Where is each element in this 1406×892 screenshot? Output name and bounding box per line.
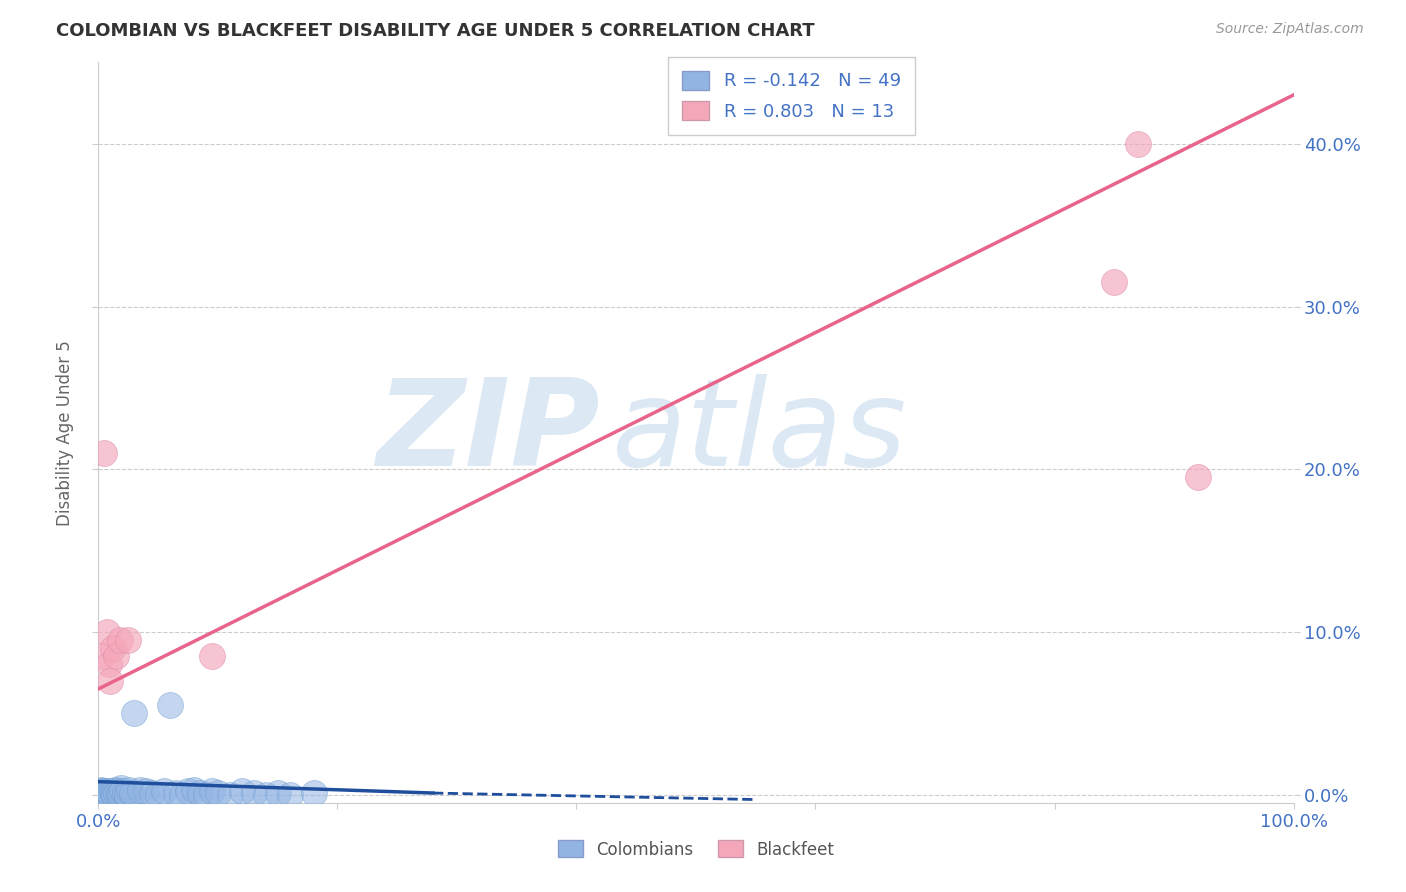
Point bbox=[91, 788, 114, 802]
Point bbox=[108, 786, 131, 800]
Point bbox=[201, 649, 224, 664]
Point bbox=[98, 786, 121, 800]
Point bbox=[1128, 136, 1150, 151]
Point bbox=[278, 788, 301, 802]
Point bbox=[118, 782, 141, 797]
Point bbox=[98, 673, 122, 688]
Point bbox=[159, 698, 181, 713]
Point bbox=[93, 446, 115, 460]
Point bbox=[165, 786, 187, 800]
Point bbox=[97, 784, 120, 798]
Point bbox=[91, 786, 114, 800]
Text: Source: ZipAtlas.com: Source: ZipAtlas.com bbox=[1216, 22, 1364, 37]
Point bbox=[1104, 275, 1126, 289]
Point bbox=[91, 784, 114, 798]
Point bbox=[100, 784, 122, 798]
Text: atlas: atlas bbox=[613, 374, 908, 491]
Point bbox=[107, 788, 129, 802]
Point bbox=[91, 649, 114, 664]
Point bbox=[89, 788, 111, 802]
Point bbox=[153, 784, 176, 798]
Point bbox=[105, 649, 128, 664]
Point bbox=[243, 786, 266, 800]
Point bbox=[188, 786, 211, 800]
Point bbox=[101, 641, 124, 656]
Point bbox=[254, 788, 277, 802]
Point bbox=[302, 786, 325, 800]
Point bbox=[141, 786, 163, 800]
Point bbox=[1187, 470, 1209, 484]
Point bbox=[117, 633, 139, 648]
Point bbox=[207, 786, 229, 800]
Text: ZIP: ZIP bbox=[377, 374, 600, 491]
Point bbox=[104, 782, 127, 797]
Point bbox=[90, 782, 112, 797]
Point bbox=[93, 784, 115, 798]
Point bbox=[172, 788, 194, 802]
Point bbox=[148, 788, 170, 802]
Point bbox=[231, 784, 253, 798]
Point bbox=[114, 786, 136, 800]
Point bbox=[124, 706, 146, 721]
Point bbox=[93, 788, 115, 802]
Point bbox=[183, 782, 205, 797]
Point bbox=[98, 788, 122, 802]
Point bbox=[96, 624, 118, 639]
Point bbox=[107, 784, 129, 798]
Point bbox=[96, 788, 118, 802]
Point bbox=[219, 788, 242, 802]
Point bbox=[115, 788, 138, 802]
Point bbox=[103, 788, 125, 802]
Legend: Colombians, Blackfeet: Colombians, Blackfeet bbox=[547, 830, 845, 869]
Point bbox=[101, 786, 124, 800]
Point bbox=[121, 786, 143, 800]
Point bbox=[177, 784, 200, 798]
Point bbox=[201, 784, 224, 798]
Point bbox=[111, 784, 134, 798]
Text: COLOMBIAN VS BLACKFEET DISABILITY AGE UNDER 5 CORRELATION CHART: COLOMBIAN VS BLACKFEET DISABILITY AGE UN… bbox=[56, 22, 815, 40]
Point bbox=[90, 786, 112, 800]
Point bbox=[195, 788, 218, 802]
Y-axis label: Disability Age Under 5: Disability Age Under 5 bbox=[56, 340, 75, 525]
Point bbox=[135, 784, 157, 798]
Point bbox=[105, 786, 128, 800]
Point bbox=[108, 633, 131, 648]
Point bbox=[98, 657, 121, 672]
Point bbox=[94, 786, 117, 800]
Point bbox=[110, 781, 132, 796]
Point bbox=[129, 782, 152, 797]
Point bbox=[267, 786, 290, 800]
